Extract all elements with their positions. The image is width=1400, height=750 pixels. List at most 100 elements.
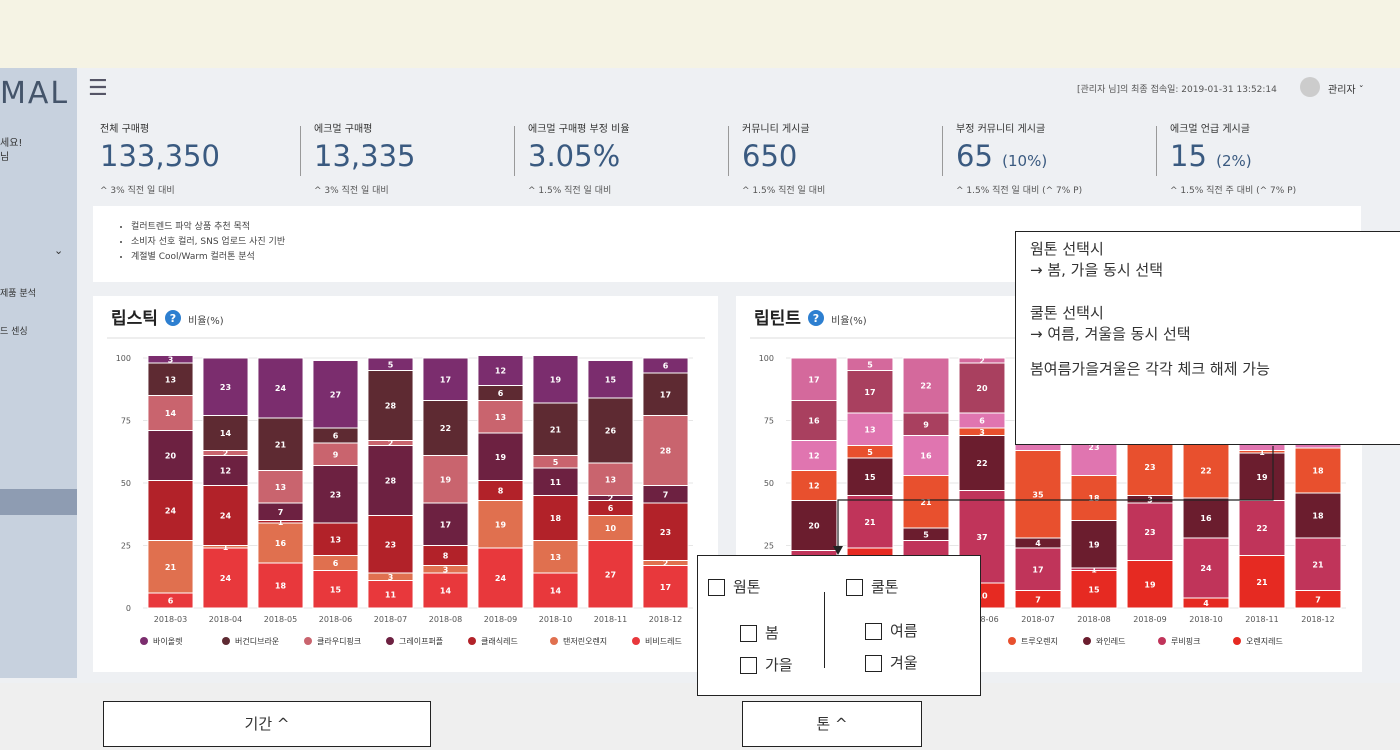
data-label: 21: [165, 563, 177, 572]
data-label: 8: [443, 552, 449, 561]
bar-segment: [846, 495, 894, 549]
data-label: 22: [1256, 524, 1267, 533]
menu-button[interactable]: ☰: [88, 76, 108, 101]
tone-button[interactable]: 톤 ^: [742, 701, 922, 747]
data-label: 18: [275, 582, 287, 591]
annotation-line: 봄여름가을겨울은 각각 체크 해제 가능: [1030, 360, 1270, 378]
data-label: 24: [220, 512, 232, 521]
data-label: 23: [220, 383, 231, 392]
bar-segment: [422, 572, 469, 609]
data-label: 20: [808, 522, 820, 531]
kpi-card: 에크멀 구매평 13,335 ^ 3% 직전 일 대비: [314, 120, 514, 196]
data-label: 6: [333, 559, 339, 568]
bar-segment: [846, 357, 894, 371]
data-label: 20: [976, 384, 988, 393]
bar-segment: [846, 457, 894, 496]
bar-segment: [257, 470, 304, 504]
logo: MAL: [0, 76, 70, 111]
bar-segment: [1238, 500, 1286, 556]
data-label: 2: [223, 449, 229, 458]
kpi-change: ^ 3% 직전 일 대비: [314, 186, 389, 196]
data-label: 23: [385, 540, 396, 549]
kpi-value: 65: [956, 139, 993, 173]
data-label: 23: [660, 528, 671, 537]
user-menu[interactable]: 관리자 ˇ: [1328, 85, 1364, 96]
kpi-card: 에크멀 언급 게시글 15 (2%) ^ 1.5% 직전 주 대비 (^ 7% P): [1170, 120, 1370, 196]
bar-segment: [202, 455, 249, 486]
kpi-divider: [1156, 126, 1157, 176]
y-tick-label: 25: [121, 542, 131, 551]
checkbox-warm[interactable]: 웜톤: [708, 576, 761, 597]
bar-segment: [257, 357, 304, 419]
data-label: 13: [165, 375, 176, 384]
bar-segment: [1070, 475, 1118, 521]
data-label: 24: [220, 574, 232, 583]
kpi-value-row: 65 (10%): [956, 139, 1156, 173]
legend-swatch: [1083, 637, 1091, 645]
data-label: 17: [864, 388, 875, 397]
checkbox-spring[interactable]: 봄: [740, 622, 779, 643]
data-label: 9: [923, 420, 929, 429]
data-label: 16: [920, 452, 932, 461]
data-label: 17: [440, 375, 451, 384]
data-label: 3: [168, 355, 174, 364]
kpi-change: ^ 3% 직전 일 대비: [100, 186, 175, 196]
legend-label: 루비핑크: [1171, 636, 1200, 646]
data-label: 9: [333, 450, 339, 459]
menu-toggle[interactable]: ⌄: [54, 244, 64, 257]
checkbox-cool[interactable]: 쿨톤: [846, 576, 899, 597]
bar-segment: [257, 522, 304, 564]
bar-segment: [1182, 537, 1230, 599]
data-label: 5: [388, 360, 394, 369]
bar-segment: [902, 357, 950, 414]
kpi-value: 650: [742, 139, 798, 173]
data-label: 21: [864, 518, 876, 527]
kpi-value-row: 133,350: [100, 139, 300, 173]
data-label: 10: [605, 524, 617, 533]
sidebar: MAL 세요! 님 ⌄ 제품 분석 드 센싱: [0, 68, 77, 678]
menu-item[interactable]: 제품 분석: [0, 289, 36, 299]
label: 가을: [765, 656, 793, 674]
bar-segment: [422, 502, 469, 546]
legend-swatch: [1158, 637, 1166, 645]
x-tick-label: 2018-12: [1301, 615, 1334, 624]
bar-segment: [790, 357, 838, 401]
kpi-share: (2%): [1216, 152, 1252, 170]
kpi-share: (10%): [1002, 152, 1048, 170]
help-mark: ?: [170, 312, 176, 325]
greeting: 세요!: [0, 138, 23, 149]
bar-segment: [642, 357, 689, 374]
data-label: 13: [330, 535, 341, 544]
bar-segment: [477, 500, 524, 549]
kpi-label: 전체 구매평: [100, 124, 150, 135]
bar-segment: [1070, 570, 1118, 609]
data-label: 5: [867, 360, 873, 369]
period-button[interactable]: 기간 ^: [103, 701, 431, 747]
menu-item[interactable]: 드 센싱: [0, 327, 28, 337]
legend-swatch: [468, 637, 476, 645]
data-label: 14: [550, 587, 562, 596]
y-tick-label: 0: [126, 604, 131, 613]
legend-swatch: [304, 637, 312, 645]
data-label: 19: [1256, 473, 1268, 482]
checkbox-winter[interactable]: 겨울: [865, 652, 918, 673]
data-label: 6: [979, 417, 985, 426]
bar-segment: [367, 357, 414, 371]
bar-segment: [790, 440, 838, 471]
bar-segment: [147, 480, 194, 541]
legend-label: 클래식레드: [481, 637, 518, 646]
menu-active: [0, 489, 77, 515]
bar-segment: [642, 502, 689, 561]
tone-popup: 웜톤 봄 가을 쿨톤 여름 겨울: [697, 555, 981, 696]
checkbox-autumn[interactable]: 가을: [740, 654, 793, 675]
bar-segment: [367, 515, 414, 574]
data-label: 23: [1088, 443, 1099, 452]
y-tick-label: 50: [121, 479, 131, 488]
bar-segment: [257, 562, 304, 609]
data-label: 10: [976, 592, 988, 601]
chart-subtitle: 비율(%): [188, 315, 224, 327]
bar-segment: [422, 455, 469, 504]
bar-segment: [958, 357, 1006, 364]
checkbox-summer[interactable]: 여름: [865, 620, 918, 641]
legend-label: 오렌지레드: [1246, 636, 1283, 646]
